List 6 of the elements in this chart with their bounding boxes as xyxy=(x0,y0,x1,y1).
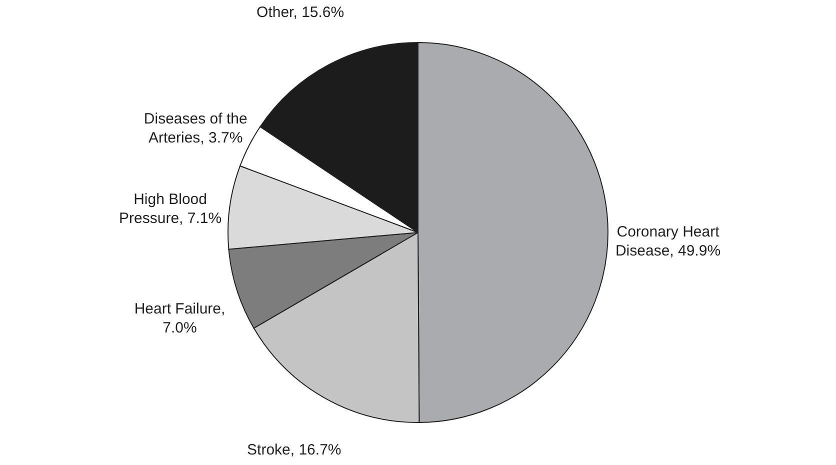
slice-label: Heart Failure, 7.0% xyxy=(134,300,226,336)
slice-label: Other, 15.6% xyxy=(256,4,344,21)
slice-label: Stroke, 16.7% xyxy=(247,442,342,459)
slice-label: Coronary Heart Disease, 49.9% xyxy=(615,224,721,260)
slice-label: Diseases of the Arteries, 3.7% xyxy=(144,110,248,146)
slice-label: High Blood Pressure, 7.1% xyxy=(119,190,222,227)
